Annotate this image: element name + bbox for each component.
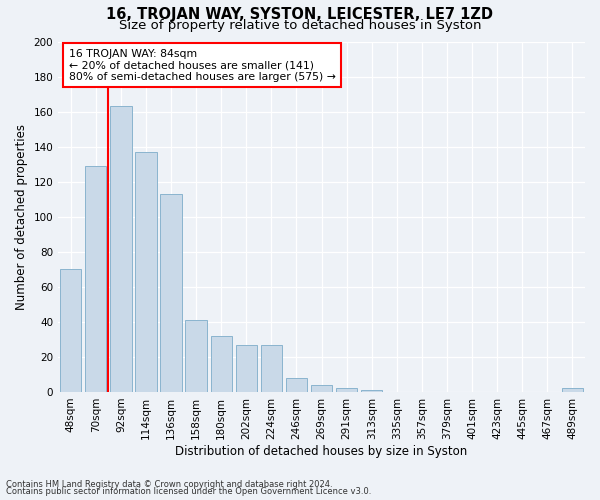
Bar bbox=[136, 152, 157, 392]
Text: Contains HM Land Registry data © Crown copyright and database right 2024.: Contains HM Land Registry data © Crown c… bbox=[6, 480, 332, 489]
Text: Size of property relative to detached houses in Syston: Size of property relative to detached ho… bbox=[119, 19, 481, 32]
Bar bbox=[110, 106, 131, 392]
X-axis label: Distribution of detached houses by size in Syston: Distribution of detached houses by size … bbox=[175, 444, 468, 458]
Bar bbox=[311, 385, 332, 392]
Bar bbox=[60, 270, 82, 392]
Bar bbox=[236, 344, 257, 392]
Bar bbox=[211, 336, 232, 392]
Bar bbox=[185, 320, 207, 392]
Y-axis label: Number of detached properties: Number of detached properties bbox=[15, 124, 28, 310]
Bar bbox=[160, 194, 182, 392]
Text: 16 TROJAN WAY: 84sqm
← 20% of detached houses are smaller (141)
80% of semi-deta: 16 TROJAN WAY: 84sqm ← 20% of detached h… bbox=[69, 48, 335, 82]
Bar bbox=[562, 388, 583, 392]
Text: 16, TROJAN WAY, SYSTON, LEICESTER, LE7 1ZD: 16, TROJAN WAY, SYSTON, LEICESTER, LE7 1… bbox=[107, 8, 493, 22]
Bar bbox=[286, 378, 307, 392]
Bar bbox=[85, 166, 106, 392]
Bar bbox=[261, 344, 282, 392]
Text: Contains public sector information licensed under the Open Government Licence v3: Contains public sector information licen… bbox=[6, 487, 371, 496]
Bar bbox=[336, 388, 358, 392]
Bar bbox=[361, 390, 382, 392]
